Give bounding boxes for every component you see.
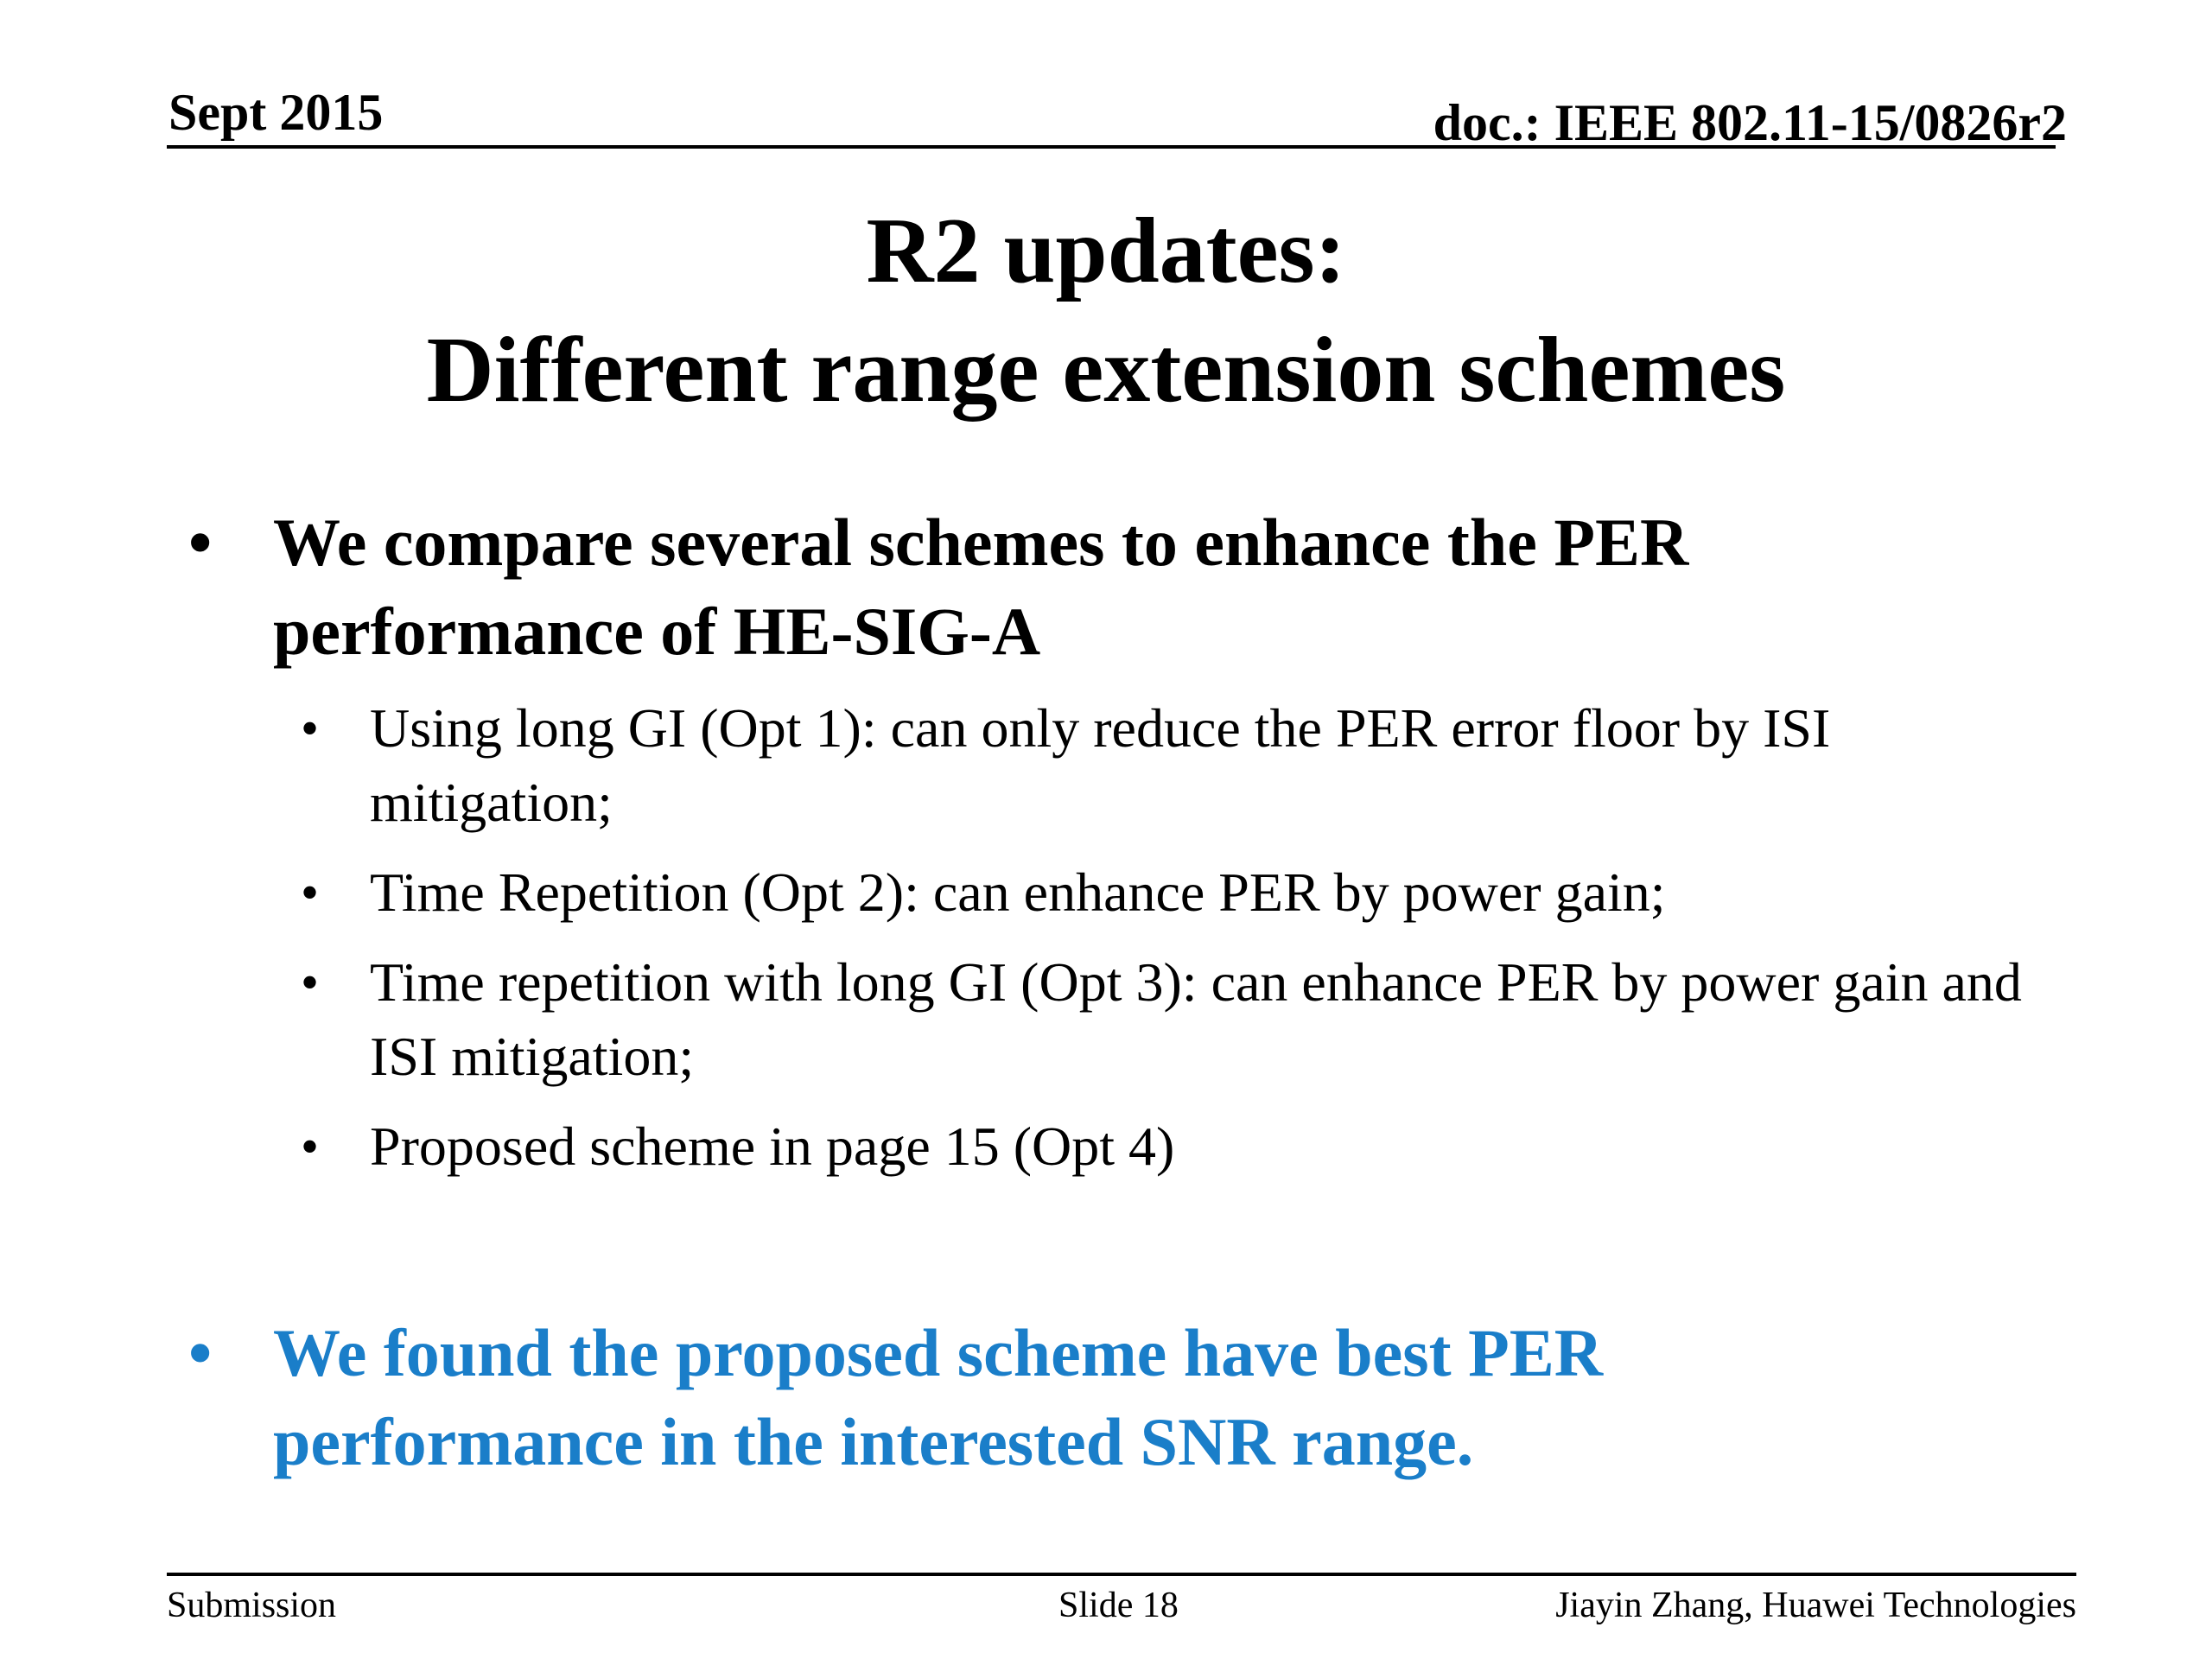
sub-bullet-item-4: • Proposed scheme in page 15 (Opt 4) <box>301 1109 2037 1184</box>
footer-slide-number: Slide 18 <box>1058 1586 1179 1625</box>
bullet-marker: • <box>188 505 213 580</box>
footer-divider <box>167 1573 2076 1576</box>
footer-author: Jiayin Zhang, Huawei Technologies <box>1555 1586 2076 1625</box>
sub-bullet-text: Proposed scheme in page 15 (Opt 4) <box>370 1116 1175 1177</box>
bullet-text: We compare several schemes to enhance th… <box>273 505 1689 669</box>
sub-bullet-marker: • <box>301 864 320 921</box>
sub-bullet-text: Using long GI (Opt 1): can only reduce t… <box>370 697 1831 833</box>
sub-bullet-marker: • <box>301 700 320 757</box>
bullet-item-2: • We found the proposed scheme have best… <box>188 1308 1958 1486</box>
footer-submission: Submission <box>167 1586 337 1625</box>
slide-title-line-2: Different range extension schemes <box>426 319 1786 422</box>
bullet-marker: • <box>188 1315 213 1390</box>
sub-bullet-marker: • <box>301 1118 320 1175</box>
sub-bullet-item-2: • Time Repetition (Opt 2): can enhance P… <box>301 855 2037 930</box>
bullet-item-1: • We compare several schemes to enhance … <box>188 498 1958 676</box>
header-date: Sept 2015 <box>168 84 384 141</box>
header-divider <box>167 145 2056 149</box>
slide-title: R2 updates: Different range extension sc… <box>0 192 2212 430</box>
bullet-text-highlight: We found the proposed scheme have best P… <box>273 1315 1604 1479</box>
sub-bullet-text: Time Repetition (Opt 2): can enhance PER… <box>370 861 1666 923</box>
sub-bullet-item-1: • Using long GI (Opt 1): can only reduce… <box>301 691 2037 840</box>
header-doc-id: doc.: IEEE 802.11-15/0826r2 <box>1433 94 2067 151</box>
sub-bullet-item-3: • Time repetition with long GI (Opt 3): … <box>301 945 2037 1094</box>
sub-bullet-text: Time repetition with long GI (Opt 3): ca… <box>370 951 2022 1087</box>
slide-title-line-1: R2 updates: <box>866 200 1346 302</box>
sub-bullet-marker: • <box>301 954 320 1011</box>
